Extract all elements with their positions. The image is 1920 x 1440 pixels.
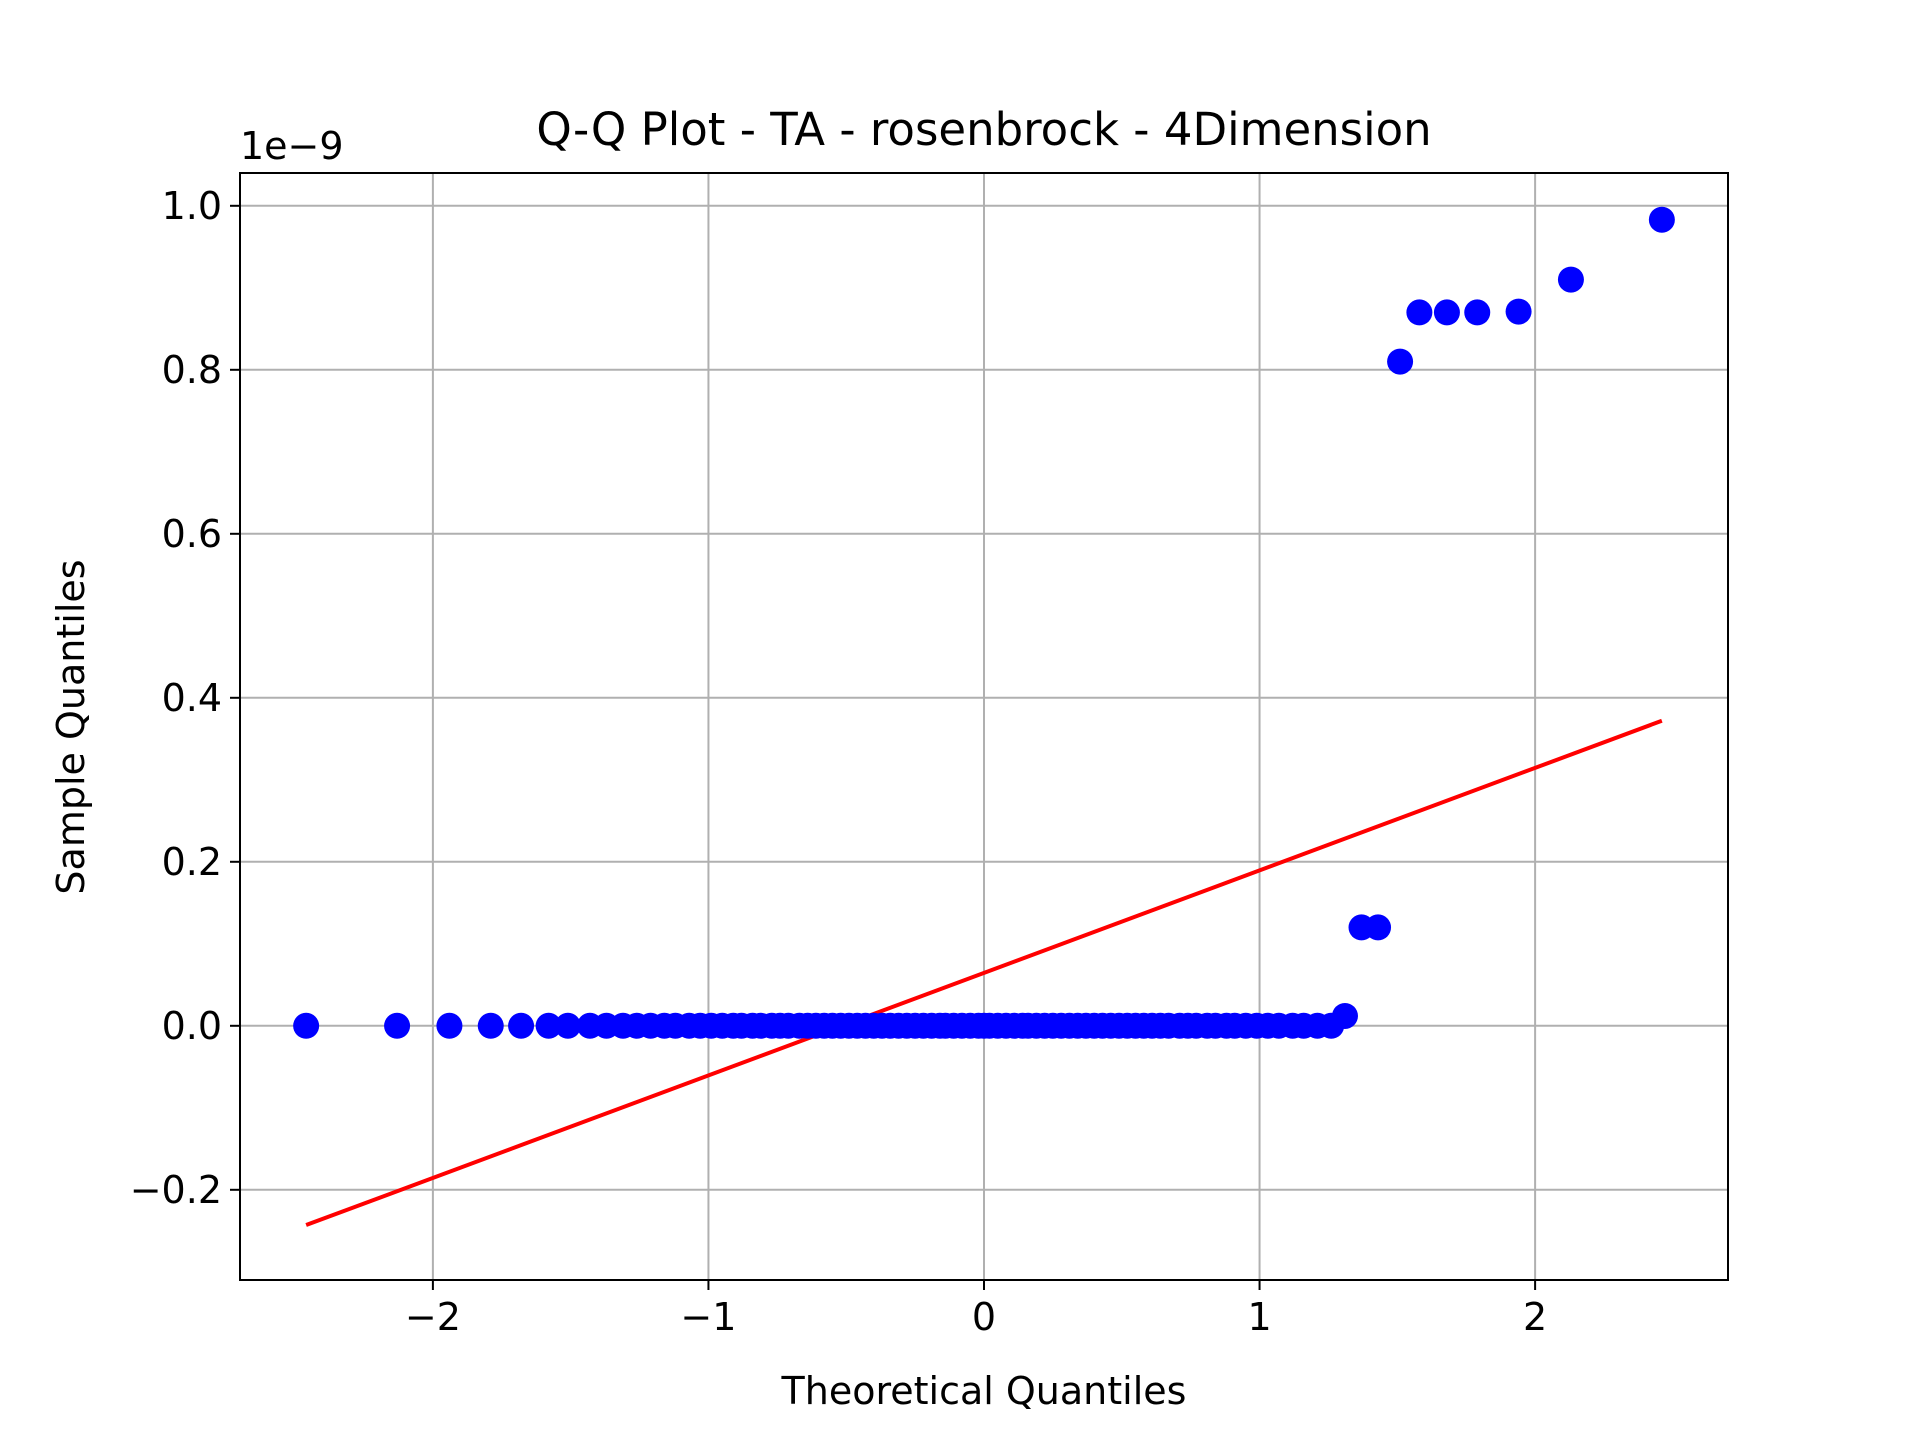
- sample-point: [1406, 299, 1433, 326]
- x-tick-label: −2: [405, 1295, 461, 1339]
- sample-points-layer: [293, 206, 1675, 1039]
- x-axis-label: Theoretical Quantiles: [781, 1369, 1187, 1413]
- axis-ticks: −2 −1 0 1 2 −0.2 0.0 0.2 0.4 0.6 0.8 1.0: [130, 184, 1547, 1339]
- y-tick-label: 0.2: [162, 840, 222, 884]
- y-offset-label: 1e−9: [240, 124, 344, 168]
- x-tick-label: 1: [1247, 1295, 1271, 1339]
- sample-point: [1365, 914, 1392, 941]
- sample-point: [1464, 299, 1491, 326]
- chart-title: Q-Q Plot - TA - rosenbrock - 4Dimension: [536, 103, 1431, 156]
- sample-point: [436, 1012, 463, 1039]
- sample-point: [1557, 266, 1584, 293]
- reference-line-layer: [305, 718, 1663, 1227]
- y-tick-label: 0.6: [162, 512, 222, 556]
- x-tick-label: 0: [972, 1295, 996, 1339]
- y-tick-label: 0.4: [162, 676, 222, 720]
- sample-point: [1648, 206, 1675, 233]
- sample-point: [1331, 1002, 1358, 1029]
- sample-point: [1387, 348, 1414, 375]
- y-axis-label: Sample Quantiles: [49, 559, 93, 894]
- sample-point: [293, 1012, 320, 1039]
- sample-point: [1433, 299, 1460, 326]
- sample-point: [535, 1012, 562, 1039]
- fit-reference-line: [305, 718, 1663, 1227]
- sample-point: [1505, 298, 1532, 325]
- sample-point: [384, 1012, 411, 1039]
- sample-point: [477, 1012, 504, 1039]
- sample-point: [508, 1012, 535, 1039]
- y-tick-label: 0.0: [162, 1004, 222, 1048]
- y-tick-label: −0.2: [130, 1168, 222, 1212]
- sample-point: [554, 1012, 581, 1039]
- y-tick-label: 0.8: [162, 348, 222, 392]
- y-tick-label: 1.0: [162, 184, 222, 228]
- x-tick-label: −1: [680, 1295, 736, 1339]
- x-tick-label: 2: [1523, 1295, 1547, 1339]
